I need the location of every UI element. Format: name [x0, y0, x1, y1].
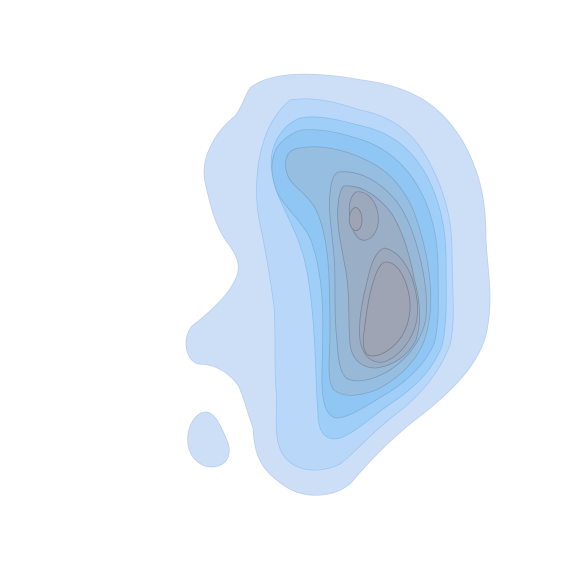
contour-region-island [187, 411, 230, 468]
contour-region-upper-peak [348, 207, 363, 231]
contour-region-lower-peak [362, 261, 411, 357]
contour-level-9 [348, 207, 411, 357]
